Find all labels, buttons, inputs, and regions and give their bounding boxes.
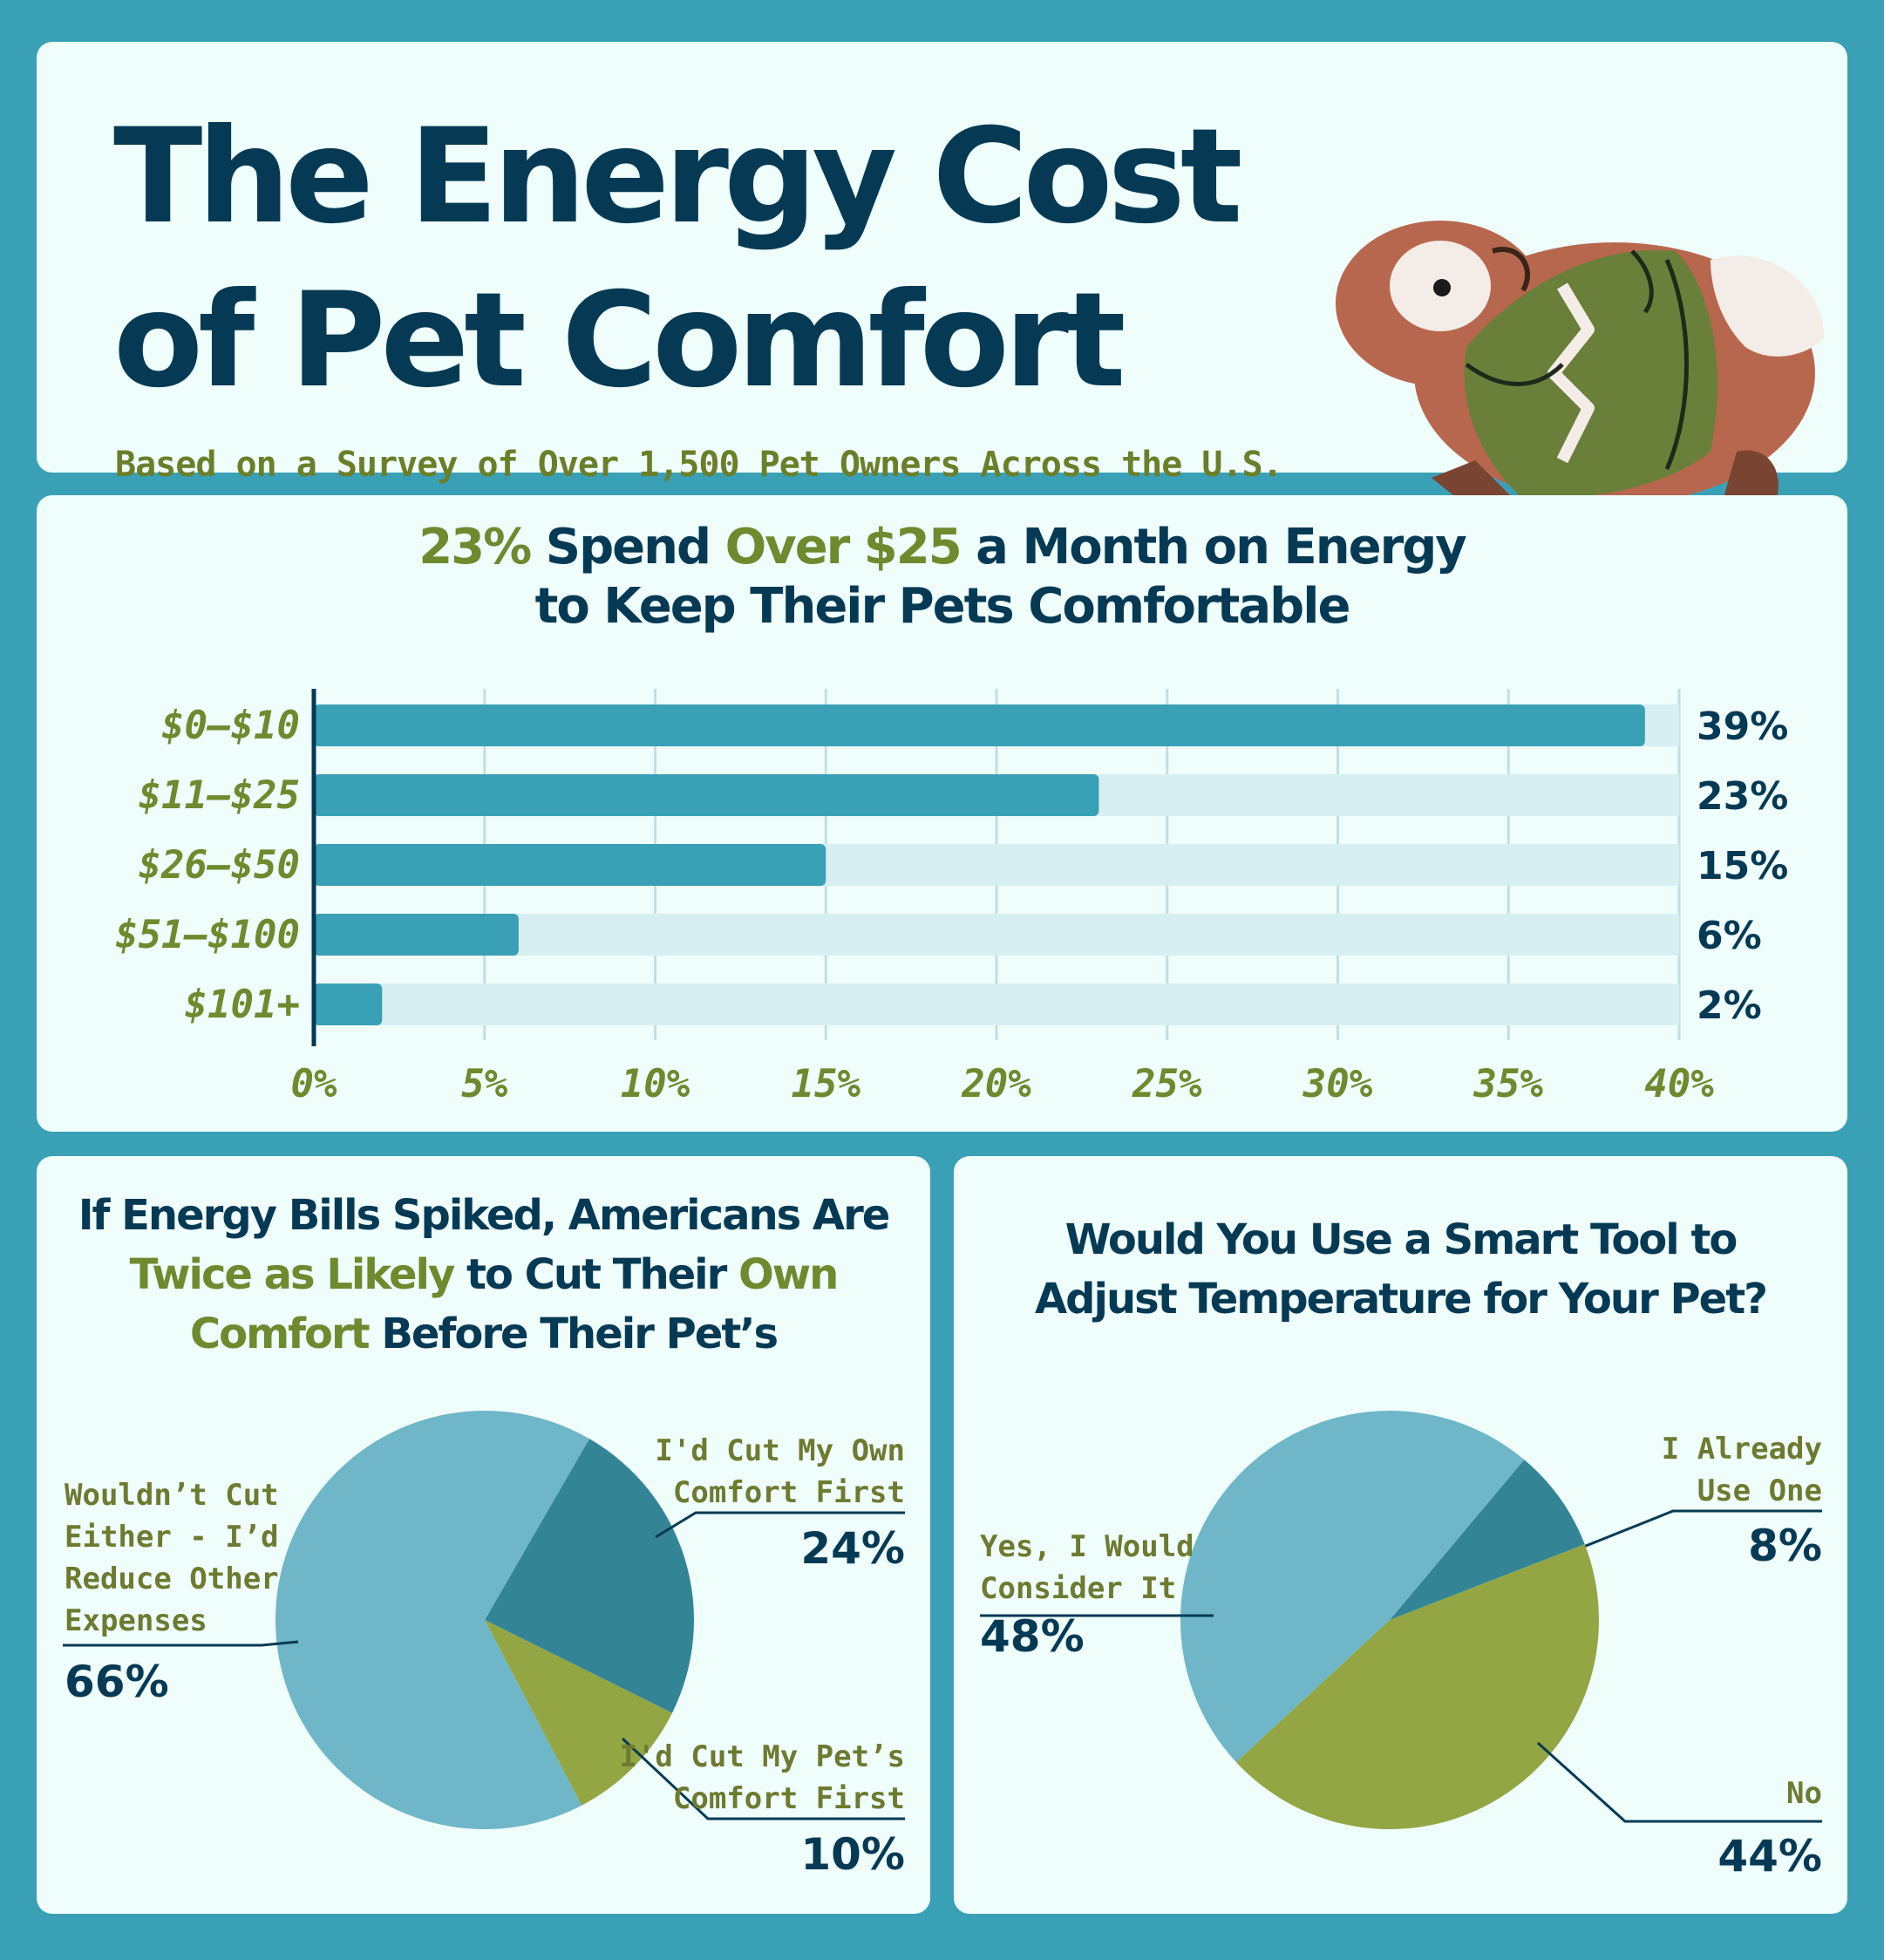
right-pie-card: Would You Use a Smart Tool to Adjust Tem… — [954, 1156, 1847, 1914]
leader-line — [1572, 1509, 1822, 1553]
left-pie-title-part1: Twice as Likely — [129, 1250, 456, 1299]
category-label: $26–$50 — [139, 843, 300, 888]
value-label: 23% — [1697, 774, 1788, 819]
x-tick-label: 30% — [1302, 1062, 1373, 1106]
slice-label: Wouldn’t Cut — [65, 1478, 279, 1513]
pie-slice — [1180, 1410, 1525, 1763]
page-subtitle: Based on a Survey of Over 1,500 Pet Owne… — [115, 445, 1283, 485]
left-pie-card: If Energy Bills Spiked, Americans Are Tw… — [37, 1156, 930, 1914]
right-pie-title-line2: Adjust Temperature for Your Pet? — [1035, 1275, 1768, 1324]
header-card: The Energy Cost of Pet Comfort Based on … — [37, 42, 1847, 513]
pie-slice — [1390, 1460, 1585, 1620]
category-label: $0–$10 — [161, 704, 300, 748]
x-tick-label: 10% — [621, 1062, 690, 1106]
bar-title-part2: Spend — [530, 519, 725, 575]
bar-title-part4: a Month on Energy — [960, 519, 1467, 575]
pie-slice — [485, 1620, 672, 1806]
category-label: $51–$100 — [115, 913, 300, 957]
slice-percent: 66% — [65, 1657, 169, 1707]
slice-label: Consider It — [980, 1571, 1176, 1606]
bar-track — [314, 914, 1679, 956]
bar-track — [314, 983, 1679, 1025]
bar — [314, 914, 519, 956]
slice-label: Yes, I Would — [980, 1529, 1194, 1564]
guinea-pig-patch — [1711, 255, 1824, 357]
slice-label: No — [1786, 1776, 1822, 1811]
leader-line — [655, 1511, 905, 1539]
guinea-pig-illustration — [1336, 221, 1824, 513]
slice-label: I'd Cut My Pet’s — [619, 1739, 905, 1774]
x-tick-label: 15% — [792, 1062, 861, 1106]
slice-percent: 48% — [980, 1611, 1085, 1662]
slice-label: Reduce Other — [65, 1562, 279, 1596]
guinea-pig-ear — [1492, 247, 1530, 292]
slice-label: Comfort First — [673, 1475, 905, 1510]
category-label: $11–$25 — [139, 773, 300, 818]
leader-line — [621, 1737, 905, 1820]
page-title-line2: of Pet Comfort — [113, 265, 1126, 417]
left-pie-title: If Energy Bills Spiked, Americans Are Tw… — [37, 1186, 930, 1364]
right-pie-title-line1: Would You Use a Smart Tool to — [1064, 1215, 1738, 1264]
slice-label: Comfort First — [673, 1781, 905, 1816]
value-label: 39% — [1697, 704, 1788, 749]
x-tick-label: 5% — [461, 1062, 507, 1106]
guinea-pig-eye — [1433, 279, 1451, 296]
guinea-pig-sweater — [1464, 249, 1717, 498]
slice-percent: 10% — [800, 1829, 905, 1880]
slice-percent: 8% — [1748, 1521, 1822, 1571]
leader-line — [63, 1640, 299, 1647]
value-label: 15% — [1697, 844, 1788, 888]
x-tick-label: 0% — [291, 1062, 337, 1106]
value-label: 6% — [1697, 914, 1762, 958]
bar-chart-title: 23% Spend Over $25 a Month on Energy to … — [37, 518, 1847, 636]
pie-slice — [275, 1411, 589, 1829]
bar-title-part3: Over $25 — [724, 519, 962, 575]
x-tick-label: 35% — [1473, 1062, 1544, 1106]
bar — [314, 983, 383, 1025]
pie-slice — [1235, 1544, 1599, 1829]
left-pie-title-part2: to Cut Their — [453, 1250, 738, 1299]
value-label: 2% — [1697, 983, 1762, 1028]
right-pie-chart: I Already Use One 8% No 44% Yes, I Would Consi… — [980, 1410, 1822, 1882]
slice-percent: 24% — [800, 1523, 905, 1574]
x-tick-label: 25% — [1132, 1062, 1202, 1106]
bar — [314, 704, 1645, 746]
left-pie-title-line1: If Energy Bills Spiked, Americans Are — [78, 1191, 891, 1240]
slice-percent: 44% — [1717, 1831, 1822, 1882]
slice-label: Use One — [1697, 1473, 1822, 1508]
leader-line — [1536, 1741, 1822, 1823]
left-pie-chart: I'd Cut My Own Comfort First 24% I'd Cut My… — [63, 1411, 905, 1880]
left-pie-title-part4: Comfort — [189, 1310, 371, 1358]
pie-slice — [485, 1439, 695, 1713]
slice-label: I'd Cut My Own — [655, 1433, 905, 1468]
bar-title-line2: to Keep Their Pets Comfortable — [534, 578, 1351, 635]
bar-chart: $0–$10 39% $11–$25 23% $26–$50 15% $51–$100 6% $… — [115, 689, 1788, 1106]
bar-chart-card: 23% Spend Over $25 a Month on Energy to … — [37, 495, 1847, 1132]
category-label: $101+ — [185, 983, 300, 1027]
bar — [314, 774, 1099, 816]
left-pie-title-part3: Own — [738, 1250, 839, 1299]
slice-label: Either - I’d — [65, 1520, 279, 1555]
x-tick-label: 40% — [1644, 1062, 1714, 1106]
slice-label: Expenses — [65, 1603, 207, 1638]
page-title-line1: The Energy Cost — [113, 101, 1243, 253]
x-tick-label: 20% — [961, 1062, 1031, 1106]
bar — [314, 844, 826, 886]
right-pie-title: Would You Use a Smart Tool to Adjust Tem… — [954, 1210, 1847, 1329]
bar-title-part1: 23% — [418, 519, 532, 575]
slice-label: I Already — [1662, 1432, 1822, 1467]
left-pie-title-part5: Before Their Pet’s — [368, 1310, 779, 1358]
